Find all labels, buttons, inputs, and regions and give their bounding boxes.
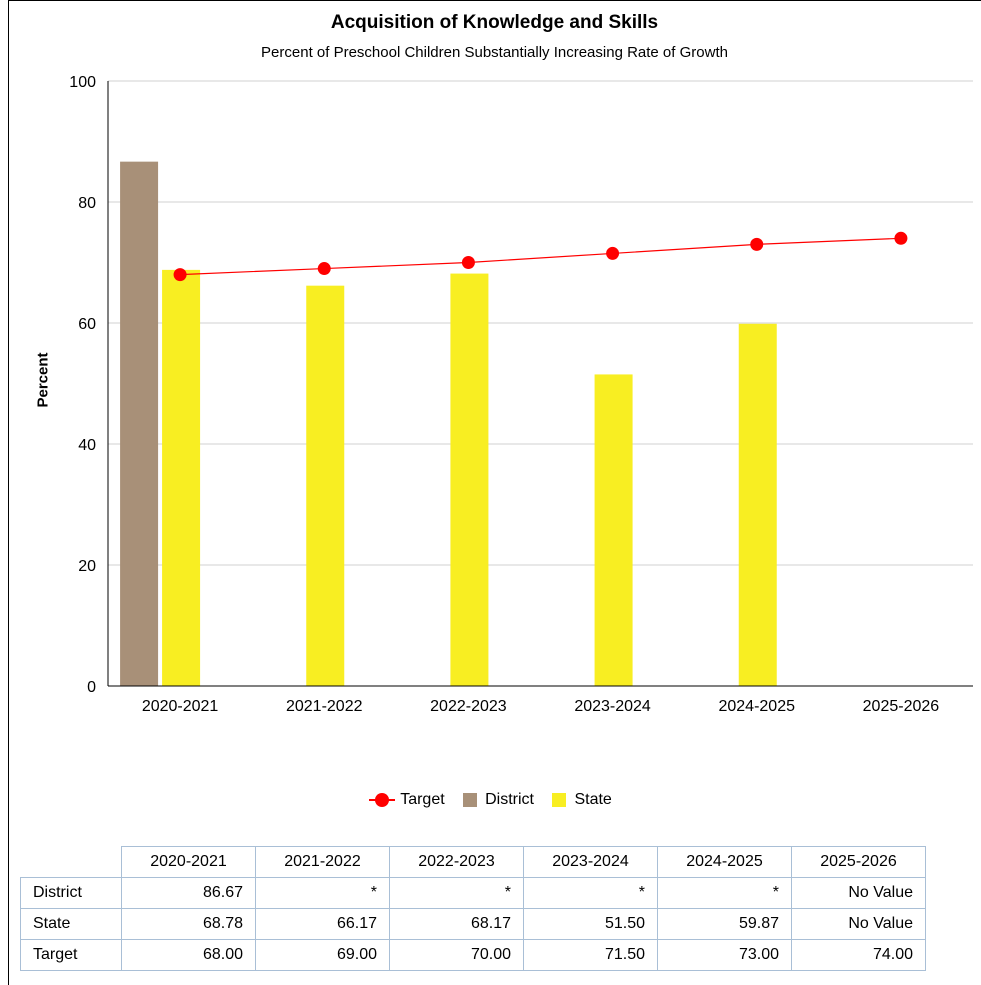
- chart-plot-area: 0 20 40 60 80 100 2020-2021 2021-2022 2022-2023 2…: [69, 74, 973, 715]
- chart-title: Acquisition of Knowledge and Skills: [330, 12, 659, 33]
- target-point: [894, 231, 908, 245]
- table-cell: 68.17: [389, 908, 524, 940]
- table-row: District 86.67 * * * * No Value: [20, 877, 926, 909]
- table-column-header: 2025-2026: [791, 846, 926, 878]
- x-tick-label: 2022-2023: [430, 698, 507, 715]
- target-point: [750, 237, 764, 251]
- target-point: [606, 246, 620, 260]
- legend-item-target[interactable]: Target: [369, 791, 445, 809]
- table-header-row: 2020-2021 2021-2022 2022-2023 2023-2024 …: [20, 846, 926, 878]
- table-cell: 71.50: [523, 939, 658, 971]
- table-column-header: 2020-2021: [121, 846, 256, 878]
- target-point: [173, 268, 187, 282]
- legend-item-state[interactable]: State: [552, 791, 612, 809]
- target-point: [461, 256, 475, 269]
- table-cell: 68.00: [121, 939, 256, 971]
- table-cell: 74.00: [791, 939, 926, 971]
- legend-item-district[interactable]: District: [463, 791, 534, 809]
- chart-subtitle: Percent of Preschool Children Substantia…: [261, 44, 728, 61]
- table-cell: *: [657, 877, 792, 909]
- chart-frame: [8, 0, 981, 985]
- bar-district: [120, 161, 159, 687]
- x-tick-label: 2024-2025: [718, 698, 795, 715]
- table-cell: 73.00: [657, 939, 792, 971]
- bar-state: [306, 285, 345, 686]
- table-cell: 86.67: [121, 877, 256, 909]
- y-tick-label: 0: [87, 679, 96, 696]
- y-tick-label: 60: [78, 316, 96, 333]
- x-tick-label: 2020-2021: [142, 698, 219, 715]
- x-tick-label: 2023-2024: [574, 698, 651, 715]
- legend-label-district: District: [485, 791, 534, 808]
- table-cell: 59.87: [657, 908, 792, 940]
- table-cell: 70.00: [389, 939, 524, 971]
- table-cell: 68.78: [121, 908, 256, 940]
- table-row: State 68.78 66.17 68.17 51.50 59.87 No V…: [20, 908, 926, 940]
- y-tick-label: 40: [78, 437, 96, 454]
- bar-state: [594, 374, 633, 686]
- state-swatch-icon: [552, 793, 567, 807]
- table-row-label: District: [20, 877, 122, 909]
- table-cell: *: [389, 877, 524, 909]
- target-marker-icon: [369, 793, 396, 807]
- table-cell: 51.50: [523, 908, 658, 940]
- table-cell: 66.17: [255, 908, 390, 940]
- table-row: Target 68.00 69.00 70.00 71.50 73.00 74.…: [20, 939, 926, 971]
- y-tick-label: 20: [78, 558, 96, 575]
- table-column-header: 2022-2023: [389, 846, 524, 878]
- x-tick-label: 2021-2022: [286, 698, 363, 715]
- table-cell: *: [255, 877, 390, 909]
- x-tick-label: 2025-2026: [863, 698, 940, 715]
- table-column-header: 2024-2025: [657, 846, 792, 878]
- table-column-header: 2023-2024: [523, 846, 658, 878]
- data-table: 2020-2021 2021-2022 2022-2023 2023-2024 …: [20, 846, 926, 971]
- table-cell: 69.00: [255, 939, 390, 971]
- table-column-header: 2021-2022: [255, 846, 390, 878]
- y-tick-label: 100: [69, 74, 96, 91]
- table-cell: *: [523, 877, 658, 909]
- table-cell: No Value: [791, 908, 926, 940]
- table-row-label: State: [20, 908, 122, 940]
- legend-label-target: Target: [400, 791, 445, 808]
- table-corner: [20, 846, 122, 878]
- legend: Target District State: [0, 791, 981, 812]
- table-row-label: Target: [20, 939, 122, 971]
- y-tick-label: 80: [78, 195, 96, 212]
- district-swatch-icon: [463, 793, 478, 807]
- table-cell: No Value: [791, 877, 926, 909]
- target-point: [317, 262, 331, 276]
- bar-state: [738, 323, 777, 686]
- legend-label-state: State: [574, 791, 612, 808]
- bar-state: [162, 269, 201, 686]
- bar-state: [450, 273, 489, 686]
- target-line: [180, 237, 901, 276]
